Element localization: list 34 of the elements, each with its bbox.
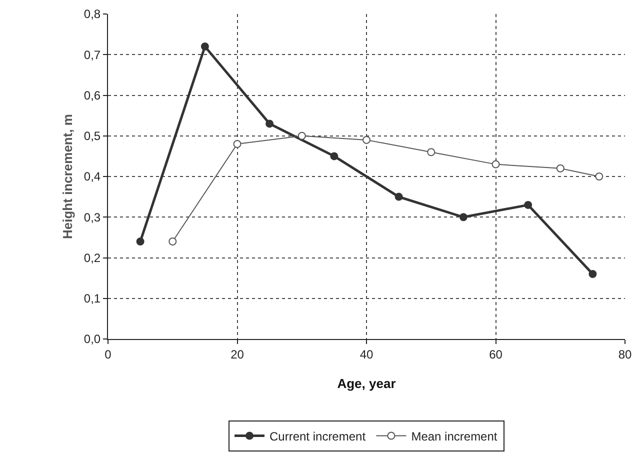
point (233, 140, 242, 148)
x-tick-label: 20 (230, 347, 244, 362)
point (588, 270, 597, 278)
point (168, 238, 177, 246)
y-tick-label: 0,2 (84, 250, 101, 265)
x-tick-label: 40 (360, 347, 374, 362)
x-tick-label: 0 (104, 347, 112, 362)
y-axis-title: Height increment, m (60, 114, 75, 239)
y-tick-label: 0,4 (84, 170, 101, 184)
legend-label: Current increment (270, 429, 366, 444)
point (556, 164, 564, 172)
y-tick-label: 0,5 (84, 129, 101, 144)
point (136, 238, 144, 246)
y-tick-label: 0,3 (84, 210, 101, 224)
point (298, 132, 306, 140)
point (595, 172, 604, 180)
y-tick-label: 0,1 (84, 292, 101, 306)
y-tick-label: 0,7 (84, 48, 101, 62)
y-tick-label: 0,8 (84, 7, 101, 22)
x-tick-label: 80 (618, 347, 632, 362)
point (266, 120, 274, 128)
y-tick-label: 0,0 (84, 332, 101, 346)
x-tick-label: 60 (489, 347, 503, 362)
point (362, 136, 370, 144)
point (394, 192, 403, 201)
legend-label: Mean increment (411, 429, 498, 444)
point (427, 148, 436, 156)
point (200, 42, 209, 50)
point (330, 152, 338, 160)
point (459, 213, 468, 222)
point (524, 200, 532, 209)
point (492, 160, 500, 168)
y-tick-label: 0,6 (84, 88, 101, 102)
x-axis-title: Age, year (337, 376, 396, 391)
